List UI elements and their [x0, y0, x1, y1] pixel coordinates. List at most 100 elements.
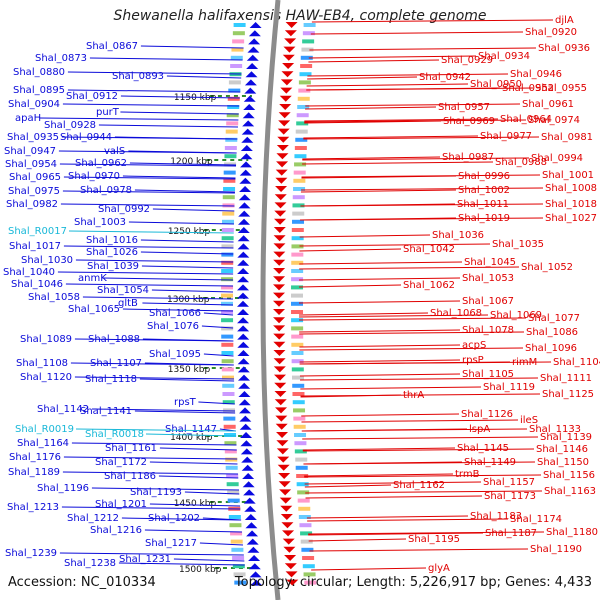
forward-track-bar: [221, 260, 234, 265]
forward-gene-arrow: [243, 95, 256, 102]
right-gene-label: Shal_1042: [403, 244, 455, 255]
reverse-gene-arrow: [273, 325, 286, 332]
right-gene-label: djlA: [555, 15, 574, 26]
right-label-connector: [299, 312, 429, 316]
left-gene-label: Shal_1054: [97, 285, 149, 296]
reverse-gene-arrow: [281, 71, 294, 78]
left-label-connector: [67, 89, 241, 93]
left-gene-label: Shal_1030: [21, 255, 73, 266]
forward-track-bar: [221, 310, 234, 314]
forward-track-bar: [221, 269, 234, 273]
left-label-connector: [198, 401, 235, 405]
right-gene-label: Shal_1035: [492, 239, 544, 250]
forward-gene-arrow: [246, 63, 259, 69]
forward-track-bar: [223, 408, 236, 413]
right-label-connector: [299, 261, 463, 265]
right-gene-label: Shal_1190: [530, 544, 582, 555]
forward-gene-arrow: [242, 481, 255, 488]
forward-track-bar: [230, 64, 243, 68]
reverse-gene-arrow: [277, 136, 290, 143]
right-label-connector: [300, 217, 544, 221]
reverse-track-bar: [297, 498, 310, 503]
forward-track-bar: [221, 277, 234, 282]
forward-gene-arrow: [247, 46, 260, 53]
left-label-connector: [121, 517, 242, 521]
reverse-track-bar: [291, 342, 304, 347]
left-gene-label: Shal_1193: [130, 487, 182, 498]
scale-label: 1400 kbp: [170, 433, 213, 443]
left-gene-label: Shal_R0017: [8, 226, 67, 237]
right-gene-label: Shal_0961: [522, 99, 574, 110]
left-gene-label: Shal_0935: [7, 132, 59, 143]
forward-track-bar: [221, 334, 234, 339]
right-gene-label: Shal_0957: [438, 102, 490, 113]
reverse-gene-arrow: [278, 473, 291, 479]
genome-backbone: [260, 0, 281, 600]
forward-gene-arrow: [246, 538, 259, 545]
right-gene-label: Shal_1018: [545, 199, 597, 210]
left-gene-label: Shal_1066: [149, 308, 201, 319]
reverse-track-bar: [300, 539, 313, 544]
forward-gene-arrow: [240, 432, 253, 438]
right-gene-label: Shal_0920: [525, 27, 577, 38]
right-label-connector: [300, 189, 457, 193]
forward-track-bar: [221, 236, 234, 241]
right-gene-label: Shal_1180: [546, 527, 598, 538]
reverse-track-bar: [295, 137, 308, 142]
forward-gene-arrow: [237, 227, 250, 233]
right-label-connector: [299, 344, 461, 348]
right-gene-label: Shal_1119: [483, 382, 535, 393]
left-label-connector: [120, 95, 240, 99]
reverse-gene-arrow: [279, 95, 292, 102]
left-label-connector: [63, 245, 234, 249]
right-label-connector: [304, 474, 542, 478]
forward-gene-arrow: [241, 136, 254, 143]
reverse-gene-arrow: [273, 259, 286, 266]
reverse-gene-arrow: [282, 63, 295, 69]
left-gene-label: Shal_0895: [13, 85, 65, 96]
right-gene-label: Shal_0929: [441, 55, 493, 66]
forward-track-bar: [221, 342, 234, 347]
forward-track-bar: [221, 367, 234, 372]
forward-track-bar: [230, 531, 243, 536]
reverse-track-bar: [291, 326, 304, 331]
left-gene-label: Shal_1046: [11, 279, 63, 290]
reverse-track-bar: [296, 121, 309, 126]
forward-gene-arrow: [242, 112, 255, 119]
right-gene-label: Shal_1068: [430, 308, 482, 319]
reverse-gene-arrow: [273, 243, 286, 250]
scale-label: 1200 kbp: [170, 157, 213, 167]
right-gene-label: Shal_0977: [480, 131, 532, 142]
right-label-connector: [299, 284, 402, 288]
reverse-gene-arrow: [276, 448, 289, 455]
left-label-connector: [199, 542, 244, 546]
forward-gene-arrow: [238, 374, 251, 381]
left-label-connector: [57, 271, 234, 275]
left-gene-label: Shal_0962: [75, 158, 127, 169]
right-gene-label: Shal_0946: [510, 69, 562, 80]
forward-track-bar: [222, 203, 235, 208]
reverse-gene-arrow: [273, 341, 286, 348]
left-gene-label: Shal_1065: [68, 304, 120, 315]
reverse-track-bar: [291, 244, 304, 249]
left-label-connector: [173, 558, 245, 562]
reverse-gene-arrow: [273, 358, 286, 365]
forward-track-bar: [221, 351, 234, 355]
reverse-gene-arrow: [273, 300, 286, 307]
forward-gene-arrow: [238, 194, 251, 201]
reverse-track-bar: [298, 515, 311, 519]
reverse-gene-arrow: [277, 128, 290, 135]
forward-gene-arrow: [237, 268, 250, 274]
left-label-connector: [65, 283, 234, 287]
right-label-connector: [309, 47, 537, 51]
reverse-track-bar: [301, 47, 314, 52]
left-gene-label: Shal_0975: [8, 186, 60, 197]
right-label-connector: [299, 314, 489, 318]
forward-gene-arrow: [248, 555, 261, 561]
reverse-track-bar: [291, 334, 304, 339]
reverse-track-bar: [291, 301, 304, 306]
reverse-track-bar: [292, 392, 305, 396]
reverse-gene-arrow: [279, 497, 292, 504]
left-label-connector: [149, 461, 238, 465]
forward-gene-arrow: [241, 128, 254, 135]
